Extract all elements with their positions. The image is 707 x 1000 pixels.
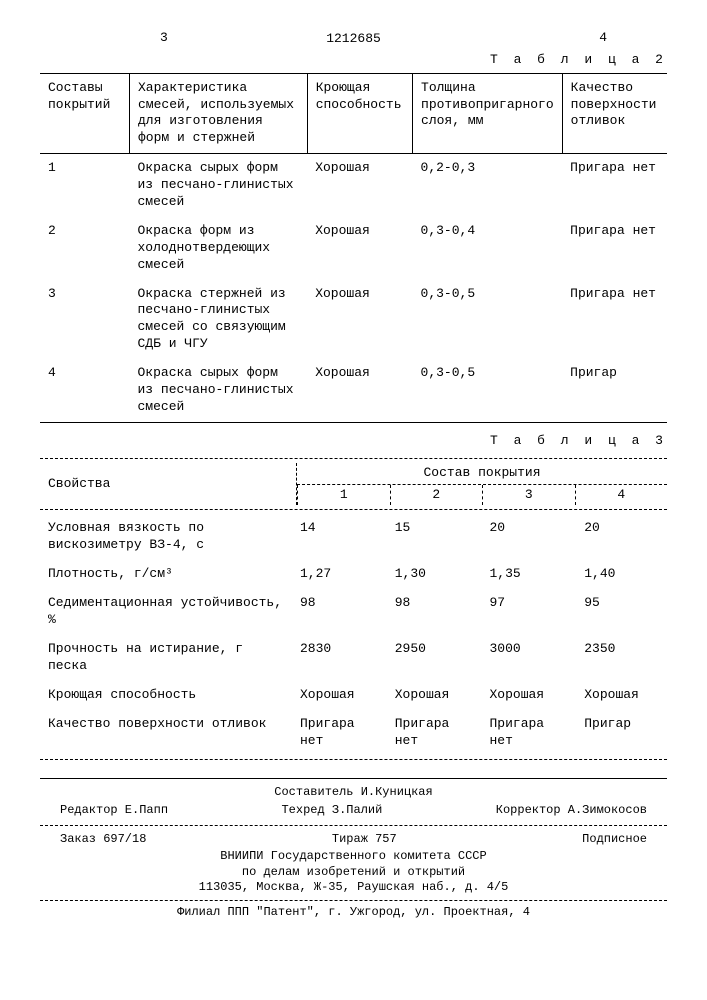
table-row: Условная вязкость по вискозиметру ВЗ-4, … bbox=[40, 514, 667, 560]
t2-h2: Характеристика смесей, используемых для … bbox=[129, 73, 307, 154]
table-cell: 1,30 bbox=[383, 566, 478, 583]
table-cell: 20 bbox=[478, 520, 573, 554]
table-cell: 0,3-0,5 bbox=[413, 280, 563, 360]
t3-col-header: 4 bbox=[575, 485, 668, 506]
table-cell: Пригара нет bbox=[562, 280, 667, 360]
corrector: Корректор А.Зимокосов bbox=[496, 803, 647, 819]
t3-col-header: 2 bbox=[390, 485, 483, 506]
table-cell: 1 bbox=[40, 154, 129, 217]
table-row: 1Окраска сырых форм из песчано-глинистых… bbox=[40, 154, 667, 217]
table-cell: Хорошая bbox=[383, 687, 478, 704]
table-cell: 0,2-0,3 bbox=[413, 154, 563, 217]
t2-h4: Толщина противопригарного слоя, мм bbox=[413, 73, 563, 154]
table-cell: Пригара нет bbox=[288, 716, 383, 750]
editor: Редактор Е.Папп bbox=[60, 803, 168, 819]
t3-right-header: Состав покрытия bbox=[297, 463, 667, 484]
table3-label: Т а б л и ц а 3 bbox=[40, 433, 667, 450]
table-row: Кроющая способностьХорошаяХорошаяХорошая… bbox=[40, 681, 667, 710]
table-cell: Хорошая bbox=[572, 687, 667, 704]
table-cell: 2 bbox=[40, 217, 129, 280]
table-cell: 2950 bbox=[383, 641, 478, 675]
table-cell: 3 bbox=[40, 280, 129, 360]
table-cell: Окраска форм из холоднотвердеющих смесей bbox=[129, 217, 307, 280]
t3-row-label: Кроющая способность bbox=[40, 687, 288, 704]
table-cell: 15 bbox=[383, 520, 478, 554]
table-cell: 2350 bbox=[572, 641, 667, 675]
footer-dash bbox=[40, 825, 667, 826]
table-cell: 1,40 bbox=[572, 566, 667, 583]
addr1: 113035, Москва, Ж-35, Раушская наб., д. … bbox=[40, 880, 667, 896]
table-cell: Хорошая bbox=[307, 280, 412, 360]
table-cell: 98 bbox=[383, 595, 478, 629]
table-cell: 4 bbox=[40, 359, 129, 422]
t2-h1: Составы покрытий bbox=[40, 73, 129, 154]
branch: Филиал ППП "Патент", г. Ужгород, ул. Про… bbox=[40, 905, 667, 921]
table-cell: Пригара нет bbox=[562, 154, 667, 217]
t3-divider3 bbox=[40, 759, 667, 760]
t3-row-label: Седиментационная устойчивость, % bbox=[40, 595, 288, 629]
table-cell: Хорошая bbox=[288, 687, 383, 704]
table-row: 3Окраска стержней из песчано-глинистых с… bbox=[40, 280, 667, 360]
table-cell: Хорошая bbox=[307, 154, 412, 217]
table-cell: Хорошая bbox=[478, 687, 573, 704]
table-cell: 1,27 bbox=[288, 566, 383, 583]
table-cell: Пригара нет bbox=[478, 716, 573, 750]
table-cell: Окраска стержней из песчано-глинистых см… bbox=[129, 280, 307, 360]
compiler: Составитель И.Куницкая bbox=[40, 785, 667, 801]
footer-dash2 bbox=[40, 900, 667, 901]
t3-row-label: Плотность, г/см³ bbox=[40, 566, 288, 583]
table-cell: Пригара нет bbox=[383, 716, 478, 750]
t3-divider bbox=[40, 458, 667, 459]
footer-line1 bbox=[40, 778, 667, 779]
table-cell: 0,3-0,5 bbox=[413, 359, 563, 422]
table-cell: Хорошая bbox=[307, 217, 412, 280]
techred: Техред З.Палий bbox=[281, 803, 382, 819]
table-row: 2Окраска форм из холоднотвердеющих смесе… bbox=[40, 217, 667, 280]
t3-col-header: 3 bbox=[482, 485, 575, 506]
tirazh: Тираж 757 bbox=[332, 832, 397, 848]
page-col-left: 3 bbox=[160, 30, 168, 47]
t2-h3: Кроющая способность bbox=[307, 73, 412, 154]
t3-divider2 bbox=[40, 509, 667, 510]
footer: Составитель И.Куницкая Редактор Е.Папп Т… bbox=[40, 778, 667, 920]
table-cell: 1,35 bbox=[478, 566, 573, 583]
table-cell: Хорошая bbox=[307, 359, 412, 422]
table-row: Прочность на истирание, г песка283029503… bbox=[40, 635, 667, 681]
subscription: Подписное bbox=[582, 832, 647, 848]
table-cell: Пригар bbox=[572, 716, 667, 750]
table3: Свойства Состав покрытия 1234 Условная в… bbox=[40, 458, 667, 761]
table-row: Качество поверхности отливокПригара нетП… bbox=[40, 710, 667, 756]
table-cell: 2830 bbox=[288, 641, 383, 675]
table-cell: 95 bbox=[572, 595, 667, 629]
org1: ВНИИПИ Государственного комитета СССР bbox=[40, 849, 667, 865]
org2: по делам изобретений и открытий bbox=[40, 865, 667, 881]
table-cell: 14 bbox=[288, 520, 383, 554]
table-cell: 3000 bbox=[478, 641, 573, 675]
t3-row-label: Качество поверхности отливок bbox=[40, 716, 288, 750]
table-cell: Окраска сырых форм из песчано-глинистых … bbox=[129, 154, 307, 217]
table-row: 4Окраска сырых форм из песчано-глинистых… bbox=[40, 359, 667, 422]
table-cell: Пригара нет bbox=[562, 217, 667, 280]
table-cell: 97 bbox=[478, 595, 573, 629]
table-cell: Окраска сырых форм из песчано-глинистых … bbox=[129, 359, 307, 422]
document-number: 1212685 bbox=[40, 31, 667, 48]
t2-h5: Качество поверхности отливок bbox=[562, 73, 667, 154]
t3-col-header: 1 bbox=[297, 485, 390, 506]
t3-left-header: Свойства bbox=[40, 463, 296, 506]
table-cell: Пригар bbox=[562, 359, 667, 422]
table2-label: Т а б л и ц а 2 bbox=[40, 52, 667, 69]
t3-row-label: Условная вязкость по вискозиметру ВЗ-4, … bbox=[40, 520, 288, 554]
table-cell: 98 bbox=[288, 595, 383, 629]
t3-row-label: Прочность на истирание, г песка bbox=[40, 641, 288, 675]
table2: Составы покрытий Характеристика смесей, … bbox=[40, 73, 667, 423]
page-col-right: 4 bbox=[599, 30, 607, 47]
table-cell: 20 bbox=[572, 520, 667, 554]
order: Заказ 697/18 bbox=[60, 832, 146, 848]
table-row: Плотность, г/см³1,271,301,351,40 bbox=[40, 560, 667, 589]
table-row: Седиментационная устойчивость, %98989795 bbox=[40, 589, 667, 635]
table-cell: 0,3-0,4 bbox=[413, 217, 563, 280]
